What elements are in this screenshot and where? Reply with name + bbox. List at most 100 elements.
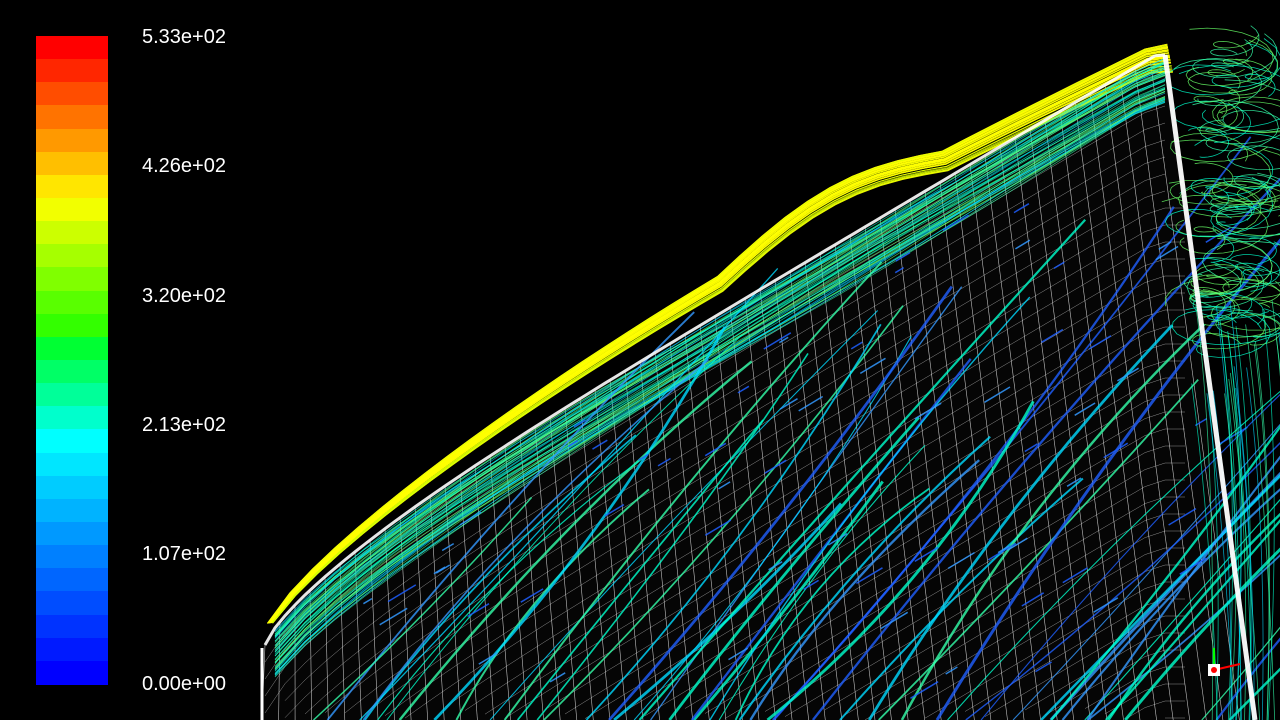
pathline-wake [1205, 106, 1244, 134]
pathline-fragment [763, 332, 792, 350]
pathline-yellow [268, 49, 1169, 624]
mesh-line [954, 173, 1025, 720]
pathline-surface [1215, 637, 1280, 720]
colormap-legend [36, 36, 108, 685]
mesh-line [1149, 58, 1240, 720]
pathline-fragment [1062, 567, 1088, 584]
pathline-wake [1210, 25, 1260, 57]
pathline-wake [1178, 184, 1280, 218]
colorbar-segment [36, 244, 108, 269]
pathline-fragment [1168, 507, 1197, 526]
pathline-wake [1242, 241, 1280, 276]
mesh-line [724, 462, 1185, 719]
pathline-wake [1184, 235, 1273, 295]
pathline-wake [1171, 309, 1280, 346]
mesh-line [344, 207, 1185, 714]
pathline-cyan [274, 58, 1166, 632]
mesh-line [819, 253, 876, 720]
mesh-line [399, 517, 412, 720]
pathline-wake [1209, 149, 1280, 206]
mesh-line [564, 407, 594, 720]
pathline-fragment [1035, 661, 1052, 673]
pathline-fragment [1053, 261, 1065, 270]
pathline-yellow [271, 65, 1172, 624]
pathline-surface [1086, 455, 1280, 720]
pathline-wake [1164, 188, 1274, 237]
pathline-wake [1202, 240, 1280, 284]
pathline-fragment [768, 561, 783, 571]
mesh-line [284, 139, 1166, 701]
mesh-line [544, 343, 1185, 710]
colorbar-segment [36, 637, 108, 662]
pathline-yellow [267, 46, 1168, 624]
mesh-line [1119, 76, 1207, 720]
pathline-fragment [880, 611, 909, 630]
pathline-fragment [467, 603, 490, 618]
colorbar-segment [36, 498, 108, 523]
pathline-fragment [1194, 417, 1208, 427]
colorbar-segment [36, 475, 108, 500]
pathline-fragment [942, 214, 970, 232]
colorbar-segment [36, 128, 108, 153]
pathline-fragment [520, 588, 544, 603]
pathline-fragment [1066, 477, 1082, 487]
pathline-wake [1211, 180, 1280, 210]
pathline-wake [1233, 366, 1255, 720]
pathline-surface [433, 326, 727, 720]
pathline-wake [1248, 237, 1277, 265]
mesh-line [404, 258, 1185, 719]
pathline-fragment [638, 453, 649, 461]
pathline-fragment [1205, 226, 1231, 243]
colorbar-segment [36, 105, 108, 130]
pathline-wake [1190, 237, 1273, 293]
pathline-wake [1178, 64, 1280, 128]
pathline-fragment [1117, 367, 1139, 382]
pathline-fragment [764, 459, 787, 474]
pathline-fragment [567, 440, 578, 447]
pathline-fragment [549, 672, 566, 683]
pathline-surface [516, 419, 764, 720]
pathline-wake [1193, 226, 1226, 251]
blade-edge [260, 53, 1258, 720]
pathline-yellow [270, 61, 1171, 624]
mesh-line [1029, 128, 1108, 720]
pathline-fragment [704, 519, 732, 536]
mesh-line [264, 122, 1166, 714]
mesh-line [369, 540, 379, 720]
mesh-line [844, 530, 1185, 716]
pathline-surface [668, 416, 920, 720]
pathline-yellow [271, 67, 1173, 624]
pathline-wake [1226, 145, 1280, 171]
pathline-wake [1195, 305, 1214, 720]
pathline-fragment [850, 341, 863, 350]
pathline-surface [738, 435, 991, 720]
colorbar-segment [36, 360, 108, 384]
mesh-line [1059, 111, 1141, 720]
pathline-wake [1271, 300, 1280, 377]
pathline-fragment [1021, 592, 1045, 607]
mesh-line [764, 479, 1185, 712]
pathline-fragment [1103, 442, 1129, 459]
pathline-cyan [274, 68, 1166, 643]
pathline-fragment [1155, 245, 1179, 261]
pathline-wake [1185, 305, 1271, 358]
pathline-fragment [728, 647, 748, 661]
colorbar-segment [36, 660, 108, 685]
pathline-wake [1186, 266, 1280, 319]
mesh-line [364, 224, 1185, 715]
pathline-wake [1234, 262, 1272, 292]
pathline-surface [398, 360, 753, 720]
pathline-fragment [1179, 557, 1207, 575]
colorbar-segment [36, 313, 108, 338]
pathline-surface [1124, 547, 1280, 720]
pathline-fragment [657, 457, 671, 467]
pathline-wake [1216, 191, 1255, 226]
pathline-surface [613, 502, 843, 720]
mesh-line [984, 615, 1185, 717]
pathline-wake [1188, 127, 1229, 158]
pathline-wake [1235, 326, 1252, 720]
pathline-wake [1191, 319, 1267, 350]
pathline-surface [585, 323, 882, 720]
